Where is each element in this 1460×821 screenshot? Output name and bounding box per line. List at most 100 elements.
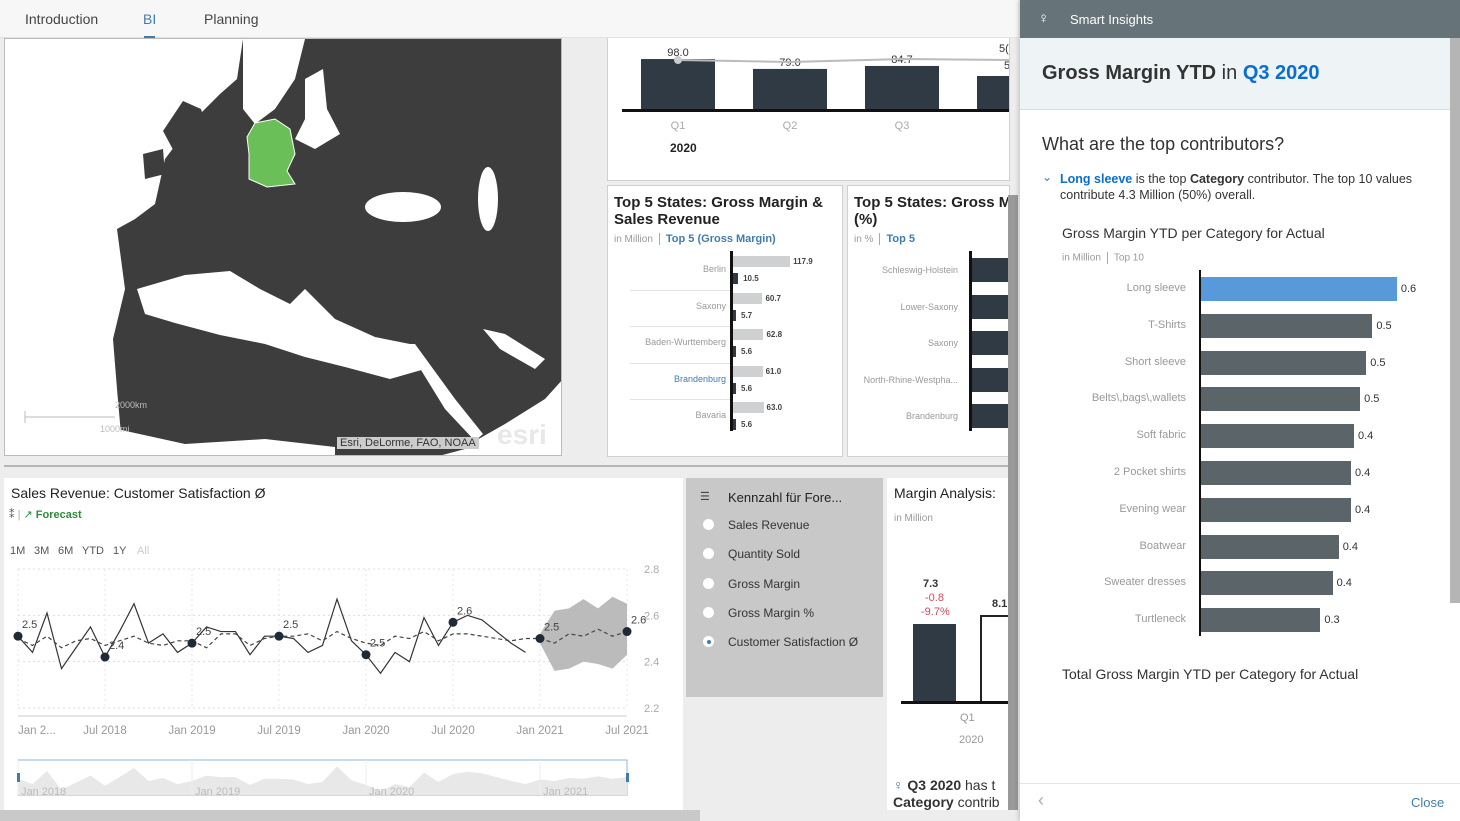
- data-point-label: 2.5: [283, 619, 298, 631]
- close-button[interactable]: Close: [1411, 795, 1445, 810]
- europe-map[interactable]: [5, 39, 562, 456]
- navigator-tick-label: Jan 2021: [543, 786, 588, 798]
- insight-text[interactable]: ♀ Q3 2020 has t Category contrib: [893, 777, 1000, 810]
- range-button-3m[interactable]: 3M: [34, 545, 50, 557]
- bar-7[interactable]: [1201, 534, 1339, 559]
- bar-sales-revenue[interactable]: [733, 419, 736, 431]
- quarter-chart-panel: 98.0 Q1 79.0 Q2 84.7 Q3 5(5 2020: [607, 38, 1010, 181]
- panel-scrollbar[interactable]: [1450, 38, 1460, 603]
- bar-2[interactable]: [1201, 350, 1367, 375]
- bar-value-label: 0.6: [1400, 283, 1417, 295]
- bar-q1-plan[interactable]: [980, 615, 1008, 703]
- bar-6[interactable]: [1201, 497, 1351, 522]
- bar-gross-margin-pct[interactable]: [972, 258, 1009, 282]
- filter-label[interactable]: Top 5 (Gross Margin): [665, 233, 776, 245]
- range-button-6m[interactable]: 6M: [58, 545, 74, 557]
- bar-gross-margin[interactable]: [733, 256, 791, 267]
- bar-gross-margin[interactable]: [733, 292, 763, 304]
- radio-quantity-sold[interactable]: [703, 548, 714, 560]
- bar-sales-revenue[interactable]: [733, 382, 736, 394]
- x-tick-label: Jul 2021: [605, 725, 648, 737]
- bar-gross-margin-pct[interactable]: [972, 294, 1009, 319]
- range-button-1m[interactable]: 1M: [10, 545, 26, 557]
- bar-gross-margin-pct[interactable]: [972, 404, 1009, 429]
- bar-gross-margin[interactable]: [733, 329, 764, 341]
- map-panel[interactable]: 2000km 1000mi Esri, DeLorme, FAO, NOAA e…: [4, 38, 562, 456]
- category-label[interactable]: Baden-Wurttemberg: [645, 337, 726, 348]
- bar-value-label: 5(: [999, 43, 1009, 55]
- category-label[interactable]: Saxony: [695, 300, 726, 311]
- radio-label[interactable]: Customer Satisfaction Ø: [728, 635, 859, 650]
- bar-value-label: 98.0: [667, 47, 688, 59]
- radio-sales-revenue[interactable]: [703, 519, 714, 530]
- bar-value-label: 5: [1004, 60, 1010, 72]
- chart-subtitle: ⁑ | ↗ Forecast: [9, 509, 82, 521]
- bar-9[interactable]: [1201, 608, 1321, 633]
- bar-value-label: 0.4: [1342, 540, 1358, 553]
- sales-chart-panel: Sales Revenue: Customer Satisfaction Ø ⁑…: [4, 478, 683, 810]
- lightbulb-icon: ♀: [1038, 10, 1050, 27]
- chevron-down-icon[interactable]: ⌄: [1042, 170, 1053, 184]
- bar-value-label: 5.6: [741, 383, 753, 393]
- panel-title: Top 5 States: Gross Margin & Sales Reven…: [614, 194, 823, 228]
- bar-value-label: 0.5: [1370, 356, 1386, 369]
- range-button-all[interactable]: All: [137, 545, 150, 557]
- bar-gross-margin-pct[interactable]: [972, 331, 1009, 356]
- bar-3[interactable]: [1201, 387, 1361, 412]
- smart-insights-header: ♀ Smart Insights: [1020, 0, 1460, 38]
- bar-1[interactable]: [1201, 313, 1373, 338]
- category-label: Q1: [671, 120, 686, 132]
- category-label[interactable]: Bavaria: [695, 410, 726, 421]
- forecast-label[interactable]: Forecast: [35, 509, 82, 521]
- data-point-marker: [13, 631, 23, 641]
- range-button-1y[interactable]: 1Y: [113, 545, 127, 557]
- ireland: [143, 149, 165, 179]
- category-label[interactable]: Brandenburg: [673, 373, 726, 384]
- bar-sales-revenue[interactable]: [733, 346, 736, 358]
- horizontal-scrollbar[interactable]: [0, 810, 700, 821]
- bar-value-label: 63.0: [766, 403, 783, 413]
- navigator-handle-right[interactable]: [626, 773, 629, 782]
- bar-gross-margin[interactable]: [733, 365, 763, 377]
- radio-label[interactable]: Gross Margin: [728, 576, 801, 591]
- radio-label[interactable]: Gross Margin %: [728, 605, 815, 620]
- back-chevron-icon[interactable]: ‹: [1038, 790, 1044, 810]
- radio-gross-margin[interactable]: [703, 577, 714, 589]
- tab-planning[interactable]: Planning: [204, 11, 259, 27]
- bar-8[interactable]: [1201, 571, 1333, 596]
- customer-satisfaction-line-chart[interactable]: 2.8 2.6 2.4 2.2 Jan 2... Jul 2018 Jan 2019 Jul …: [4, 478, 683, 810]
- radio-label[interactable]: Sales Revenue: [728, 518, 810, 532]
- bar-4[interactable]: [1201, 424, 1354, 449]
- germany-highlight[interactable]: [246, 118, 296, 188]
- bar-q1-actual[interactable]: [913, 624, 956, 702]
- bar-gross-margin-pct[interactable]: [972, 367, 1009, 392]
- bar-sales-revenue[interactable]: [733, 309, 736, 321]
- bar-value-label: 60.7: [765, 293, 782, 303]
- map-attribution: Esri, DeLorme, FAO, NOAA: [337, 437, 479, 449]
- bar-gross-margin[interactable]: [733, 402, 764, 414]
- filter-slider-icon: ☰: [700, 491, 710, 503]
- tab-introduction[interactable]: Introduction: [25, 11, 99, 27]
- trend-forecast-line: [17, 628, 628, 649]
- range-button-ytd[interactable]: YTD: [82, 545, 104, 557]
- next-chart-title: Total Gross Margin YTD per Category for …: [1062, 666, 1359, 682]
- bar-0[interactable]: [1201, 277, 1397, 301]
- hierarchy-icon[interactable]: ⁑: [9, 509, 15, 521]
- category-label[interactable]: Berlin: [702, 264, 726, 274]
- bar-5[interactable]: [1201, 461, 1351, 485]
- baltic-sea: [295, 69, 340, 149]
- vertical-scrollbar[interactable]: [1008, 195, 1018, 810]
- radio-label[interactable]: Quantity Sold: [728, 547, 801, 562]
- year-label: 2020: [959, 734, 984, 746]
- header-title: Smart Insights: [1070, 12, 1154, 27]
- data-point-label: 2.5: [370, 638, 385, 650]
- navigator-handle-left[interactable]: [17, 773, 20, 782]
- tab-bi[interactable]: BI: [143, 11, 157, 38]
- radio-gross-margin-[interactable]: [703, 606, 714, 618]
- bar-value-label: 61.0: [765, 366, 782, 376]
- radio-customer-satisfaction-[interactable]: [703, 636, 714, 648]
- filter-label[interactable]: Top 5: [886, 233, 915, 245]
- bar-sales-revenue[interactable]: [733, 273, 739, 284]
- panel-title-line2: (%): [854, 211, 878, 228]
- bar-value-label: 0.4: [1354, 503, 1371, 516]
